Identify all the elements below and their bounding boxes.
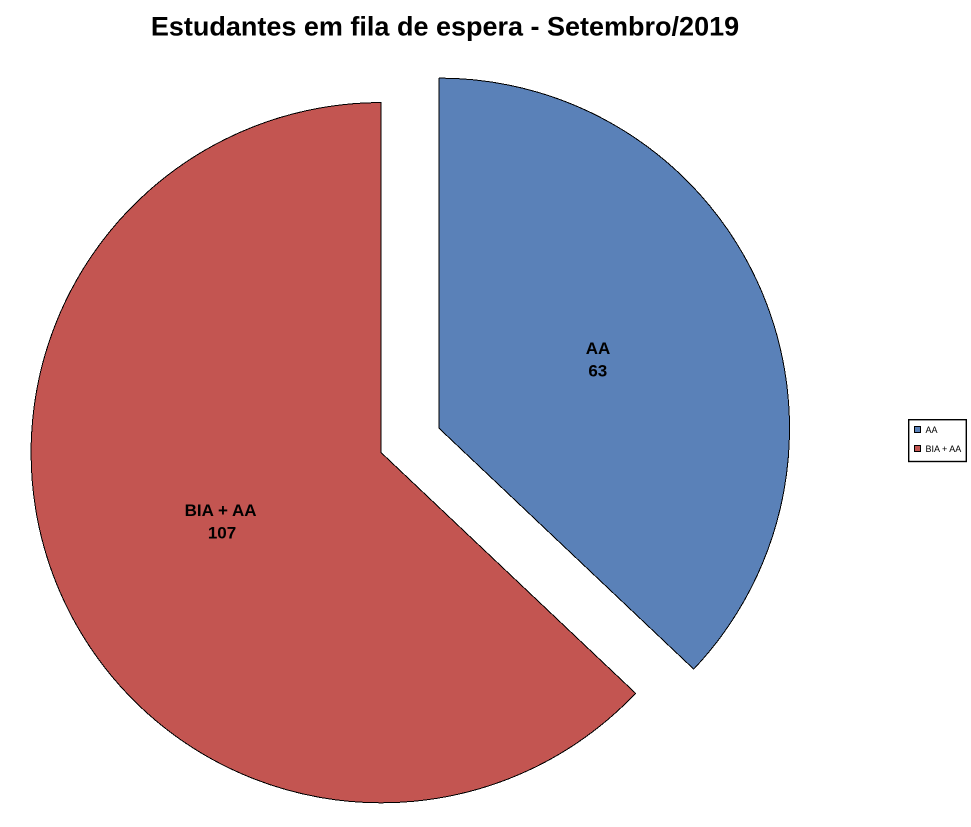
svg-text:AA: AA	[926, 425, 938, 435]
svg-text:BIA + AA: BIA + AA	[926, 444, 962, 454]
svg-text:BIA + AA: BIA + AA	[185, 501, 257, 520]
svg-text:107: 107	[208, 524, 236, 543]
svg-text:63: 63	[588, 362, 607, 381]
svg-text:Estudantes em fila de espera -: Estudantes em fila de espera - Setembro/…	[151, 12, 739, 42]
svg-text:AA: AA	[586, 339, 611, 358]
